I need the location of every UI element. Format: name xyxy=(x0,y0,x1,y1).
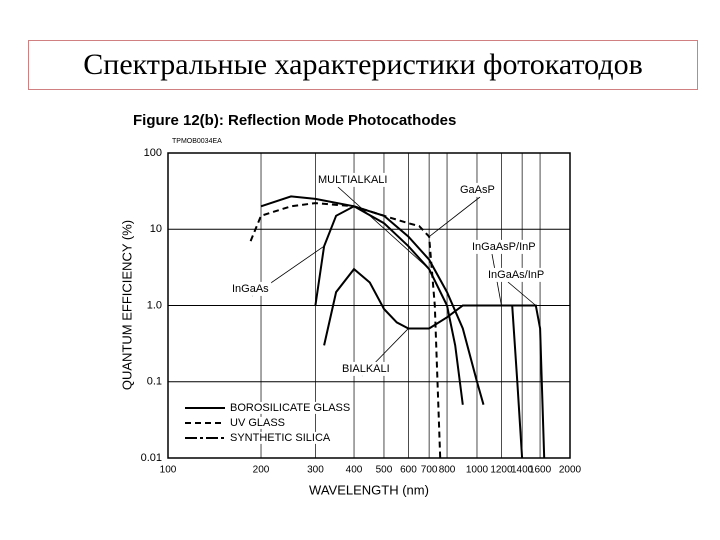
chart-title: Figure 12(b): Reflection Mode Photocatho… xyxy=(133,112,456,129)
x-tick-label: 500 xyxy=(376,465,393,476)
series-line xyxy=(314,205,485,405)
x-tick-label: 200 xyxy=(253,465,270,476)
y-tick-label: 0.01 xyxy=(141,452,162,464)
legend-box xyxy=(229,416,287,429)
x-tick-label: 700 xyxy=(421,465,438,476)
legend-label: SYNTHETIC SILICA xyxy=(230,432,331,444)
legend-box xyxy=(229,401,352,414)
series-label-box xyxy=(340,361,392,376)
x-tick-label: 800 xyxy=(439,465,456,476)
y-tick-label: 10 xyxy=(150,223,162,235)
series-label-box xyxy=(458,182,497,197)
x-tick-label: 2000 xyxy=(559,465,582,476)
legend-box xyxy=(229,431,332,444)
series-line xyxy=(462,304,546,459)
x-tick-label: 1600 xyxy=(529,465,552,476)
series-label: InGaAs/InP xyxy=(488,269,544,281)
slide-title: Спектральные характеристики фотокатодов xyxy=(28,40,698,90)
chart-subtitle: TPMOB0034EA xyxy=(172,138,222,145)
series-label: InGaAs xyxy=(232,283,269,295)
series-label-box xyxy=(470,239,538,254)
x-tick-label: 600 xyxy=(400,465,417,476)
legend-label: BOROSILICATE GLASS xyxy=(230,402,350,414)
y-axis-label: QUANTUM EFFICIENCY (%) xyxy=(119,220,134,390)
leader-line xyxy=(507,281,537,306)
x-tick-label: 300 xyxy=(307,465,324,476)
series-label: MULTIALKALI xyxy=(318,174,388,186)
series-label: InGaAsP/InP xyxy=(472,241,536,253)
x-tick-label: 1000 xyxy=(466,465,489,476)
series-label-box xyxy=(316,172,390,187)
legend-label: UV GLASS xyxy=(230,417,285,429)
series-line xyxy=(260,195,464,405)
y-tick-label: 0.1 xyxy=(147,376,162,388)
x-tick-label: 1400 xyxy=(511,465,534,476)
series-label: BIALKALI xyxy=(342,363,390,375)
y-tick-label: 1.0 xyxy=(147,299,162,311)
series-label-box xyxy=(486,267,547,282)
x-tick-label: 400 xyxy=(346,465,363,476)
x-tick-label: 100 xyxy=(160,465,177,476)
leader-line xyxy=(428,196,481,237)
x-tick-label: 1200 xyxy=(490,465,513,476)
x-axis-label: WAVELENGTH (nm) xyxy=(309,482,429,497)
series-label: GaAsP xyxy=(460,184,495,196)
series-label-box xyxy=(230,281,272,296)
y-tick-label: 100 xyxy=(144,147,162,159)
leader-line xyxy=(337,186,430,270)
series-line xyxy=(323,267,430,346)
